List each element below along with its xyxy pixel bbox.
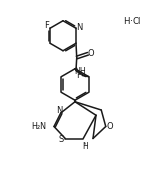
Text: ·: · [130, 17, 133, 27]
Text: H: H [123, 17, 129, 26]
Text: N: N [76, 23, 82, 32]
Text: NH: NH [74, 67, 86, 76]
Text: S: S [58, 135, 64, 144]
Text: F: F [76, 71, 81, 80]
Text: H₂N: H₂N [31, 122, 46, 130]
Text: F: F [44, 21, 49, 30]
Text: O: O [107, 122, 114, 131]
Text: H: H [82, 142, 88, 151]
Text: O: O [88, 49, 95, 58]
Text: Cl: Cl [132, 17, 141, 26]
Text: N: N [56, 106, 62, 115]
